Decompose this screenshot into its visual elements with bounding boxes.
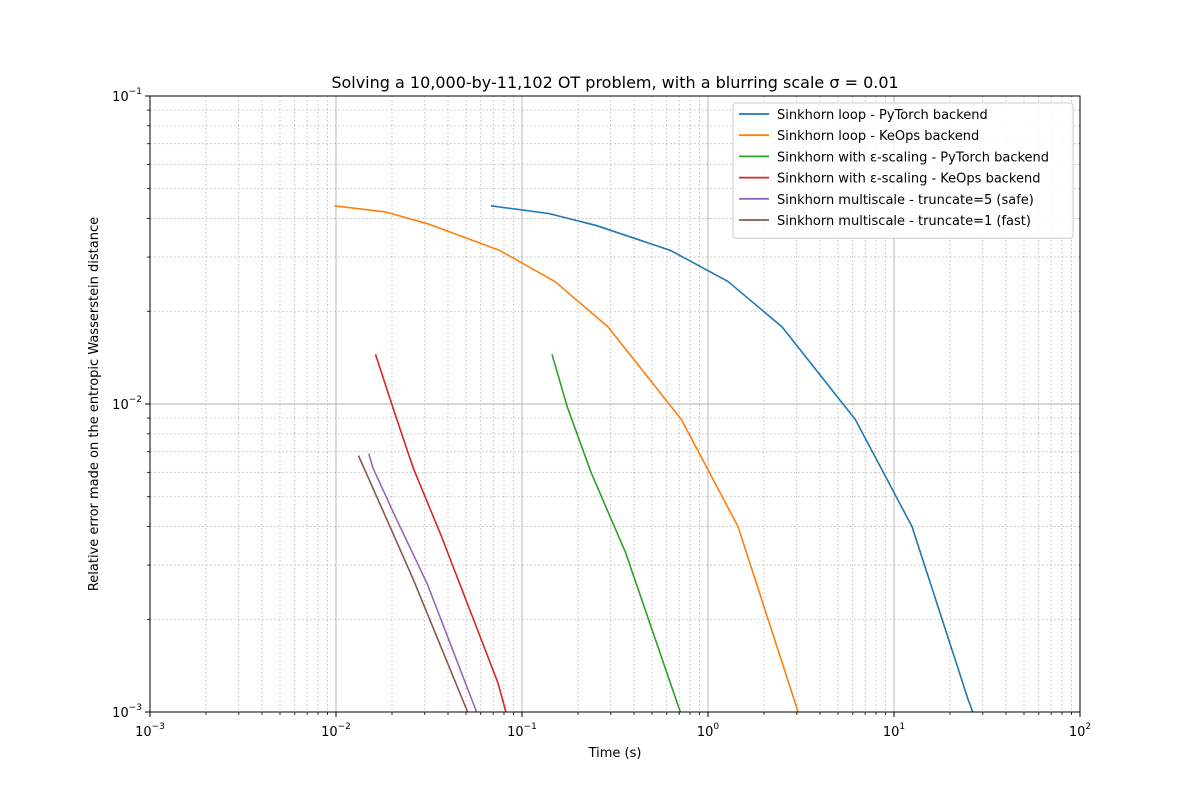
y-tick-label: 10−3 (112, 703, 142, 721)
legend-label: Sinkhorn with ε-scaling - PyTorch backen… (777, 150, 1049, 165)
y-tick-label: 10−1 (112, 87, 142, 105)
series-lines (334, 205, 974, 713)
y-axis-label: Relative error made on the entropic Wass… (87, 217, 102, 591)
x-tick-label: 102 (1069, 722, 1091, 740)
series-line-4 (374, 354, 507, 713)
x-tick-label: 10−3 (135, 722, 165, 740)
series-line-1 (490, 205, 974, 713)
legend-label: Sinkhorn loop - PyTorch backend (777, 108, 988, 123)
y-tick-labels: 10−3 10−2 10−1 (112, 87, 142, 721)
series-line-6 (357, 455, 469, 713)
x-tick-labels: 10−3 10−2 10−1 100 101 102 (135, 722, 1091, 740)
series-line-2 (334, 205, 799, 713)
legend-box (732, 102, 1074, 239)
legend-label: Sinkhorn multiscale - truncate=5 (safe) (777, 193, 1034, 208)
legend-label: Sinkhorn multiscale - truncate=1 (fast) (777, 214, 1031, 229)
chart-title: Solving a 10,000-by-11,102 OT problem, w… (331, 73, 898, 92)
x-axis-label: Time (s) (588, 746, 642, 761)
grid (149, 95, 1081, 713)
series-line-3 (551, 354, 682, 713)
x-tick-label: 100 (697, 722, 720, 740)
legend: Sinkhorn loop - PyTorch backend Sinkhorn … (732, 102, 1074, 239)
legend-label: Sinkhorn loop - KeOps backend (777, 129, 979, 144)
y-tick-label: 10−2 (112, 395, 142, 413)
legend-label: Sinkhorn with ε-scaling - KeOps backend (777, 172, 1041, 187)
x-tick-label: 101 (883, 722, 905, 740)
tick-marks (145, 95, 1081, 717)
x-tick-label: 10−1 (507, 722, 537, 740)
series-line-5 (367, 453, 478, 713)
x-tick-label: 10−2 (321, 722, 351, 740)
